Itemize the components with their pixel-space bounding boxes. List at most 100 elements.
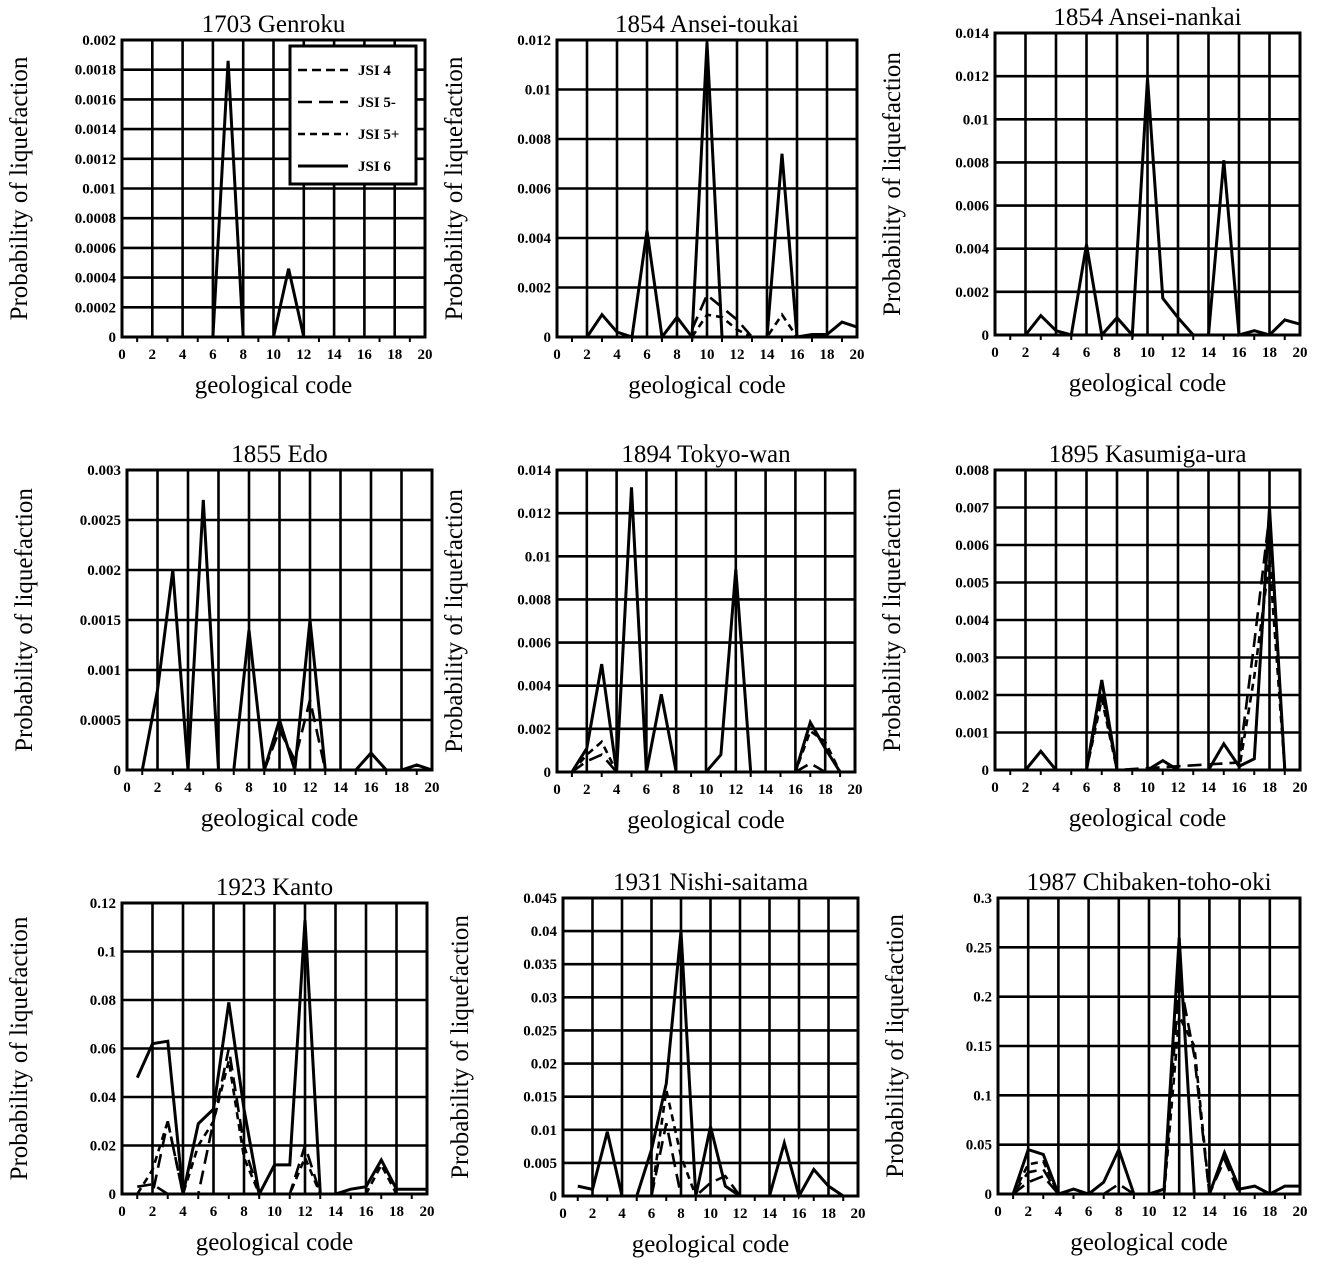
- chart-title: 1987 Chibaken-toho-oki: [1026, 869, 1271, 896]
- x-tick-label: 12: [733, 1206, 748, 1222]
- x-tick-label: 18: [394, 780, 409, 796]
- x-tick-label: 18: [821, 1206, 836, 1222]
- x-tick-label: 20: [848, 782, 863, 798]
- x-tick-label: 10: [1140, 780, 1155, 796]
- chart-panel: 0 0.002 0.004 0.006 0.008 0.01 0.012 0.014 0 2 4 6 8…: [879, 4, 1308, 397]
- legend: JSI 4 JSI 5- JSI 5+ JSI 6: [288, 44, 418, 186]
- y-tick-label: 0.007: [955, 501, 989, 517]
- y-tick-label: 0.015: [523, 1090, 557, 1106]
- series-line: [135, 919, 427, 1199]
- y-tick-label: 0.006: [517, 182, 551, 198]
- series-line: [137, 1048, 322, 1196]
- chart-title: 1923 Kanto: [216, 874, 333, 901]
- x-tick-label: 4: [613, 782, 621, 798]
- chart-panel: 0 0.002 0.004 0.006 0.008 0.01 0.012 0.014 0 2 4 6 8…: [441, 441, 863, 834]
- y-tick-label: 0.005: [955, 576, 989, 592]
- x-tick-label: 4: [179, 1204, 187, 1220]
- x-tick-label: 8: [240, 1204, 248, 1220]
- y-tick-label: 0.01: [525, 83, 551, 99]
- x-tick-label: 8: [677, 1206, 685, 1222]
- y-tick-label: 0: [982, 328, 990, 344]
- x-tick-label: 20: [425, 780, 440, 796]
- y-tick-label: 0.08: [90, 993, 116, 1009]
- chart-panel: 0 0.002 0.004 0.006 0.008 0.01 0.012 0 2 4 6 8 10 12 1…: [441, 11, 865, 399]
- x-tick-label: 14: [328, 1204, 344, 1220]
- x-tick-label: 10: [700, 347, 715, 363]
- x-tick-label: 12: [1172, 1204, 1187, 1220]
- x-axis-label: geological code: [1069, 805, 1227, 832]
- y-tick-label: 0.0016: [75, 92, 117, 108]
- y-tick-label: 0.1: [97, 945, 116, 961]
- y-tick-label: 0.025: [523, 1023, 557, 1039]
- y-tick-label: 0: [985, 1187, 993, 1203]
- y-axis-label: Probability of liquefaction: [11, 488, 38, 752]
- x-axis-label: geological code: [201, 805, 359, 832]
- x-tick-label: 12: [728, 782, 743, 798]
- x-tick-label: 10: [266, 347, 281, 363]
- y-tick-label: 0: [544, 330, 552, 346]
- x-tick-label: 6: [1083, 780, 1091, 796]
- x-tick-label: 16: [359, 1204, 375, 1220]
- x-tick-label: 4: [613, 347, 621, 363]
- y-tick-label: 0.0002: [75, 300, 116, 316]
- x-tick-label: 6: [643, 782, 651, 798]
- chart-panel: 0 0.001 0.002 0.003 0.004 0.005 0.006 0.007 0.00…: [879, 441, 1308, 832]
- x-tick-label: 18: [389, 1204, 404, 1220]
- y-tick-label: 0.002: [955, 688, 989, 704]
- y-tick-label: 0.002: [517, 281, 551, 297]
- y-tick-label: 0.003: [955, 651, 989, 667]
- chart-panel: 0 0.02 0.04 0.06 0.08 0.1 0.12 0 2 4 6 8 10 12 14 16 18 2…: [6, 874, 435, 1256]
- chart-panel: 0 0.0005 0.001 0.0015 0.002 0.0025 0.003 0 2 4 6 8 1…: [11, 441, 440, 832]
- y-tick-label: 0.001: [87, 663, 121, 679]
- y-tick-label: 0.004: [955, 242, 989, 258]
- x-tick-label: 10: [267, 1204, 282, 1220]
- x-tick-label: 18: [1262, 780, 1277, 796]
- x-tick-label: 6: [1083, 345, 1091, 361]
- y-tick-label: 0.04: [90, 1090, 117, 1106]
- x-tick-label: 20: [851, 1206, 866, 1222]
- x-tick-label: 4: [179, 347, 187, 363]
- y-tick-label: 0.001: [955, 726, 989, 742]
- series-line: [557, 42, 858, 342]
- y-tick-label: 0.06: [90, 1042, 117, 1058]
- y-tick-label: 0: [544, 765, 552, 781]
- series-line: [211, 60, 306, 339]
- x-tick-label: 0: [559, 1206, 567, 1222]
- series-line: [794, 761, 841, 774]
- series-line: [1085, 559, 1287, 772]
- chart-title: 1895 Kasumiga-ura: [1049, 441, 1247, 468]
- x-tick-label: 2: [583, 347, 591, 363]
- x-axis-label: geological code: [1069, 370, 1227, 397]
- x-tick-label: 18: [818, 782, 833, 798]
- x-tick-label: 16: [792, 1206, 808, 1222]
- x-tick-label: 18: [1262, 345, 1277, 361]
- x-tick-label: 6: [643, 347, 651, 363]
- chart-title: 1931 Nishi-saitama: [613, 869, 808, 896]
- x-tick-label: 20: [1293, 1204, 1308, 1220]
- x-tick-label: 2: [1024, 1204, 1032, 1220]
- y-tick-label: 0.008: [517, 132, 551, 148]
- chart-panel: 0 0.005 0.01 0.015 0.02 0.025 0.03 0.035 0.04 0.0…: [447, 869, 866, 1258]
- x-tick-label: 16: [1232, 780, 1248, 796]
- series-line: [1024, 78, 1301, 339]
- y-tick-label: 0.014: [517, 463, 551, 479]
- x-tick-label: 8: [673, 347, 681, 363]
- y-axis-label: Probability of liquefaction: [441, 489, 468, 753]
- x-axis-label: geological code: [632, 1231, 790, 1258]
- x-tick-label: 6: [209, 347, 217, 363]
- y-axis-label: Probability of liquefaction: [879, 488, 906, 752]
- y-tick-label: 0.0012: [75, 152, 116, 168]
- y-tick-label: 0.012: [517, 506, 551, 522]
- x-tick-label: 8: [1113, 780, 1121, 796]
- series-line: [137, 1182, 183, 1196]
- x-tick-label: 14: [327, 347, 343, 363]
- y-tick-label: 0: [114, 763, 122, 779]
- chart-panel: 0 0.0002 0.0004 0.0006 0.0008 0.001 0.0012 0.00…: [6, 11, 433, 399]
- y-tick-label: 0.005: [523, 1156, 557, 1172]
- x-tick-label: 10: [272, 780, 287, 796]
- y-tick-label: 0.0018: [75, 63, 116, 79]
- series-line: [1011, 937, 1300, 1196]
- y-axis-label: Probability of liquefaction: [447, 915, 474, 1179]
- y-tick-label: 0.0025: [80, 513, 121, 529]
- series-line: [650, 1122, 742, 1198]
